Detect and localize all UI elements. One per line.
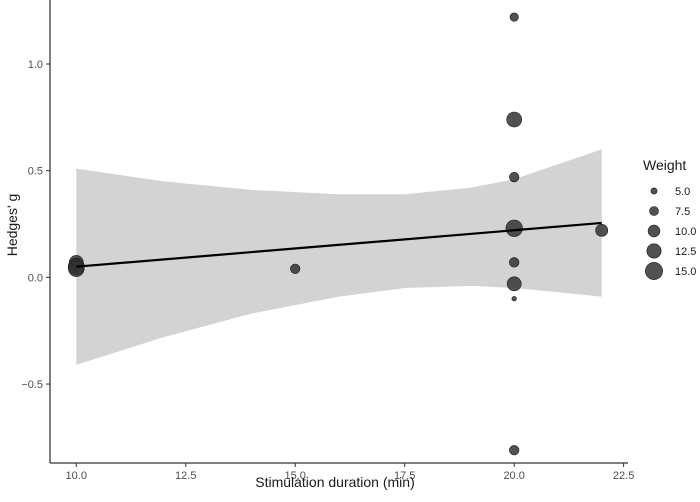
x-tick-label: 17.5 (394, 470, 415, 482)
y-tick-label: 0.0 (28, 272, 43, 284)
confidence-band (76, 149, 602, 365)
data-point (509, 12, 519, 22)
legend-key (649, 206, 659, 216)
legend-label: 10.0 (675, 226, 696, 238)
data-point (509, 172, 520, 183)
legend-label: 5.0 (675, 186, 690, 198)
x-tick-label: 12.5 (175, 470, 196, 482)
y-tick-label: 0.5 (28, 166, 43, 178)
x-axis-title: Stimulation duration (min) (255, 474, 415, 490)
confidence-band-layer (76, 149, 602, 365)
legend: Weight 5.0 7.5 10.0 12.5 15.0 (643, 157, 696, 280)
x-tick-label: 22.5 (613, 470, 634, 482)
data-point (68, 260, 85, 277)
legend-label: 7.5 (675, 206, 690, 218)
regression-line (76, 221, 602, 268)
data-point (290, 263, 301, 274)
y-tick-label: −0.5 (21, 379, 43, 391)
x-tick-label: 20.0 (503, 470, 524, 482)
data-point (506, 276, 522, 292)
legend-key (646, 243, 662, 259)
data-point (506, 111, 523, 128)
legend-label: 15.0 (675, 266, 696, 278)
data-point (595, 223, 609, 237)
y-axis-title: Hedges' g (4, 194, 20, 257)
legend-title: Weight (643, 157, 686, 173)
data-point (509, 257, 520, 268)
legend-label: 12.5 (675, 246, 696, 258)
legend-key (645, 262, 663, 280)
y-tick-label: 1.0 (28, 59, 43, 71)
points-layer (67, 12, 609, 456)
data-point (505, 219, 523, 237)
regression-line-layer (76, 221, 602, 268)
x-tick-label: 15.0 (285, 470, 306, 482)
data-point (511, 296, 517, 302)
axes: 10.0 12.5 15.0 17.5 20.0 22.5 −0.5 0.0 0.5 1.0 (21, 0, 634, 482)
data-point (509, 445, 520, 456)
legend-key (650, 187, 658, 195)
legend-key (647, 224, 661, 238)
x-tick-label: 10.0 (66, 470, 87, 482)
